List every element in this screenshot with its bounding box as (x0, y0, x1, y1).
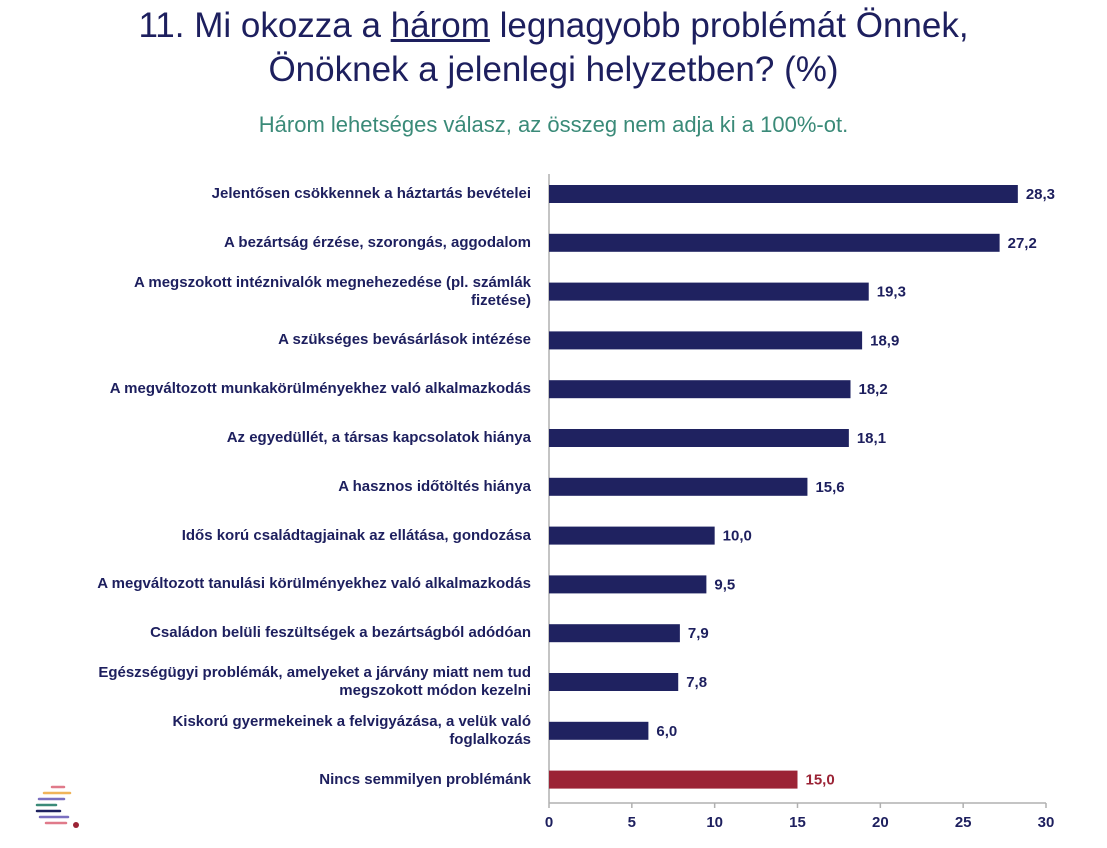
category-label-line: Nincs semmilyen problémánk (319, 770, 531, 788)
category-label: Kiskorú gyermekeinek a felvigyázása, a v… (11, 713, 531, 749)
category-label-line: A bezártság érzése, szorongás, aggodalom (223, 233, 531, 251)
category-label: Az egyedüllét, a társas kapcsolatok hián… (11, 429, 531, 447)
title-underlined-word: három (390, 6, 490, 45)
bar (549, 282, 869, 301)
chart-subtitle: Három lehetséges válasz, az összeg nem a… (258, 112, 849, 137)
bar (549, 770, 798, 789)
category-label-line: A megváltozott munkakörülményekhez való … (109, 380, 531, 398)
title-part1: 11. Mi okozza a (138, 6, 391, 45)
chart-title-line1: 11. Mi okozza a három legnagyobb problém… (0, 4, 1107, 48)
bar-value-label: 7,9 (688, 625, 709, 642)
x-tick-label: 15 (789, 814, 806, 831)
chart-title: 11. Mi okozza a három legnagyobb problém… (0, 4, 1107, 92)
bar-value-label: 7,8 (686, 674, 707, 691)
bar (549, 185, 1018, 203)
category-label-line: fizetése) (470, 291, 531, 309)
category-label-line: A hasznos időtöltés hiánya (338, 477, 531, 495)
bar-value-label: 18,1 (857, 430, 886, 447)
category-label-line: A megváltozott tanulási körülményekhez v… (97, 575, 531, 593)
bar-value-label: 28,3 (1026, 186, 1055, 203)
category-label-line: Idős korú családtagjainak az ellátása, g… (181, 526, 531, 544)
category-label-line: Az egyedüllét, a társas kapcsolatok hián… (226, 429, 531, 446)
bar-value-label: 15,0 (806, 772, 835, 789)
bar-value-label: 15,6 (815, 479, 844, 496)
category-label: A szükséges bevásárlások intézése (11, 331, 531, 349)
x-tick-label: 30 (1038, 814, 1055, 831)
category-label: Nincs semmilyen problémánk (11, 771, 531, 789)
bar-value-label: 9,5 (714, 576, 735, 593)
bar-value-label: 10,0 (723, 528, 752, 545)
category-label: A megszokott intéznivalók megnehezedése … (11, 274, 531, 310)
category-label-line: Kiskorú gyermekeinek a felvigyázása, a v… (172, 712, 531, 730)
category-label-line: Jelentősen csökkennek a háztartás bevéte… (211, 185, 531, 202)
bar (549, 380, 851, 399)
bar (549, 233, 1000, 252)
x-tick-label: 0 (545, 814, 553, 831)
bar-value-label: 18,9 (870, 332, 899, 349)
category-label-line: A szükséges bevásárlások intézése (278, 331, 531, 349)
bar (549, 721, 649, 740)
bar (549, 624, 680, 643)
category-label: A megváltozott tanulási körülményekhez v… (11, 575, 531, 593)
x-tick-label: 25 (955, 814, 972, 831)
chart-title-line2: Önöknek a jelenlegi helyzetben? (%) (268, 50, 839, 89)
category-label-line: megszokott módon kezelni (339, 682, 531, 699)
bar (549, 429, 849, 447)
x-tick-label: 5 (628, 814, 636, 831)
bar (549, 673, 679, 691)
bar-value-label: 18,2 (859, 381, 888, 398)
bar (549, 477, 808, 496)
bar (549, 526, 715, 545)
category-label-line: foglalkozás (449, 730, 531, 748)
category-label: Jelentősen csökkennek a háztartás bevéte… (11, 185, 531, 203)
bar (549, 331, 863, 350)
category-label: Idős korú családtagjainak az ellátása, g… (11, 527, 531, 545)
category-label: A megváltozott munkakörülményekhez való … (11, 380, 531, 398)
category-label: Egészségügyi problémák, amelyeket a járv… (11, 664, 531, 700)
bar-value-label: 6,0 (656, 723, 677, 740)
category-label-line: A megszokott intéznivalók megnehezedése … (133, 273, 531, 291)
title-part2: legnagyobb problémát Önnek, (489, 6, 969, 45)
category-label: A bezártság érzése, szorongás, aggodalom (11, 234, 531, 252)
category-label: Családon belüli feszültségek a bezártság… (11, 624, 531, 642)
bar-value-label: 27,2 (1008, 235, 1037, 252)
bar-value-label: 19,3 (877, 284, 906, 301)
logo-icon (35, 785, 79, 828)
category-label-line: Egészségügyi problémák, amelyeket a járv… (98, 664, 531, 681)
bar (549, 575, 707, 594)
category-label-line: Családon belüli feszültségek a bezártság… (150, 624, 531, 642)
x-tick-label: 20 (872, 814, 889, 831)
x-tick-label: 10 (706, 814, 723, 831)
category-label: A hasznos időtöltés hiánya (11, 478, 531, 496)
